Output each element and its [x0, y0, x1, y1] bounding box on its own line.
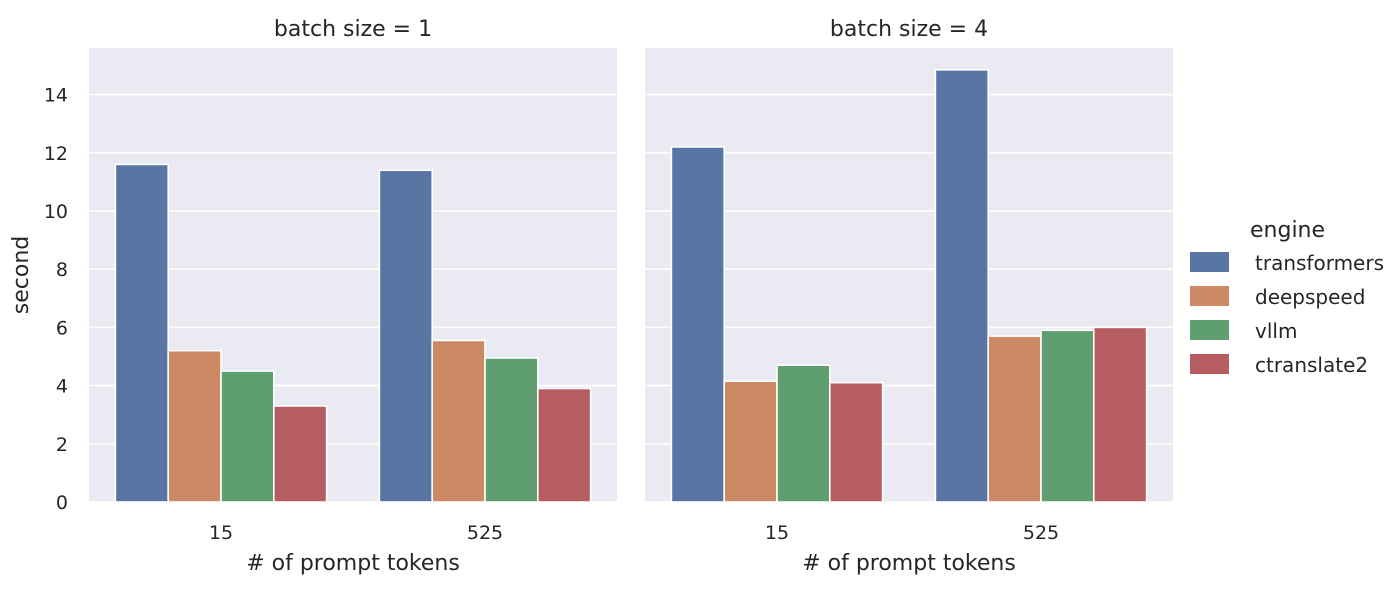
bar-transformers-525	[934, 69, 990, 503]
legend-swatch-deepspeed	[1190, 286, 1229, 306]
bar-ctranslate2-15	[828, 381, 884, 503]
x-tick-label: 525	[467, 522, 503, 544]
bar-deepspeed-15	[723, 380, 778, 503]
panel-title: batch size = 4	[830, 17, 988, 42]
legend-label-vllm: vllm	[1255, 319, 1297, 343]
legend-title: engine	[1250, 218, 1325, 243]
y-tick-label: 8	[56, 259, 68, 281]
bar-deepspeed-525	[431, 339, 486, 503]
y-tick-label: 6	[56, 317, 68, 339]
y-axis-label: second	[9, 236, 34, 314]
panel-title: batch size = 1	[274, 17, 432, 42]
x-axis-label: # of prompt tokens	[802, 551, 1016, 576]
bar-ctranslate2-525	[536, 387, 592, 503]
panels: 0 2 4 6 8 10 12 14 15 525 batch size = 1 # of promp…	[44, 17, 1173, 576]
bar-deepspeed-525	[987, 335, 1042, 503]
x-axis-label: # of prompt tokens	[246, 551, 460, 576]
bar-vllm-15	[776, 364, 831, 503]
y-tick-label: 2	[56, 434, 68, 456]
bar-deepspeed-15	[167, 349, 222, 503]
y-tick-label: 0	[56, 492, 68, 514]
bar-transformers-525	[378, 169, 433, 503]
y-tick-label: 4	[56, 376, 68, 398]
bar-ctranslate2-15	[272, 405, 328, 503]
legend: engine transformers deepspeed vllm ctransla…	[1190, 218, 1384, 377]
legend-swatch-vllm	[1190, 320, 1229, 340]
x-tick-label: 525	[1023, 522, 1059, 544]
legend-swatch-ctranslate2	[1190, 354, 1229, 374]
bar-transformers-15	[670, 146, 726, 503]
y-tick-label: 10	[44, 201, 68, 223]
legend-label-deepspeed: deepspeed	[1255, 285, 1365, 309]
x-tick-label: 15	[209, 522, 233, 544]
y-tick-label: 12	[44, 143, 68, 165]
panel-2: 15 525 batch size = 4 # of prompt tokens	[645, 17, 1173, 576]
x-tick-label: 15	[765, 522, 789, 544]
bar-ctranslate2-525	[1093, 326, 1148, 503]
legend-swatch-transformers	[1190, 252, 1229, 272]
legend-entries: transformers deepspeed vllm ctranslate2	[1190, 251, 1384, 377]
y-tick-label: 14	[44, 85, 68, 107]
bar-vllm-525	[1040, 329, 1095, 503]
legend-label-ctranslate2: ctranslate2	[1255, 353, 1368, 377]
bar-transformers-15	[114, 163, 170, 503]
bar-vllm-525	[484, 357, 539, 503]
bar-vllm-15	[220, 370, 275, 503]
panel-1: 0 2 4 6 8 10 12 14 15 525 batch size = 1 # of promp…	[44, 17, 617, 576]
legend-label-transformers: transformers	[1255, 251, 1384, 275]
